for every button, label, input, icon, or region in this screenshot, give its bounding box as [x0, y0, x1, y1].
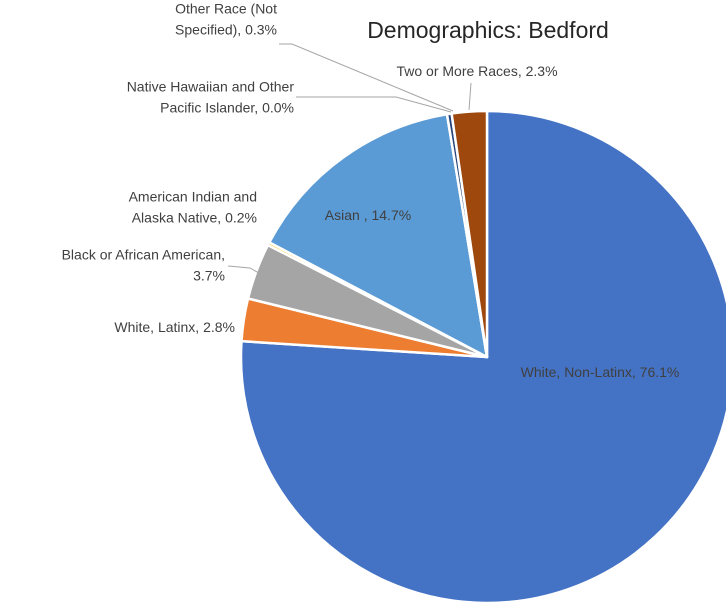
chart-title: Demographics: Bedford — [367, 17, 609, 43]
leader-lines — [227, 43, 472, 278]
data-label-white-latinx: White, Latinx, 2.8% — [114, 319, 235, 335]
data-label-black-or-african-american: Black or African American, 3.7% — [62, 246, 225, 283]
slice-labels: White, Non-Latinx, 76.1% White, Latinx, 2… — [62, 0, 680, 380]
data-label-line: Asian , 14.7% — [325, 207, 411, 223]
data-label-american-indian-and-alaska-native: American Indian and Alaska Native, 0.2% — [129, 188, 257, 225]
data-label-white-non-latinx: White, Non-Latinx, 76.1% — [521, 364, 680, 380]
data-label-two-or-more-races: Two or More Races, 2.3% — [396, 63, 557, 79]
leader-line-black-or-african-american — [227, 265, 267, 278]
data-label-native-hawaiian-and-other-pacific-islander: Native Hawaiian and Other Pacific Islande… — [127, 78, 295, 115]
pie-slices — [239, 109, 726, 605]
leader-line-native-hawaiian-and-other-pacific-islander — [296, 96, 452, 113]
leader-line-two-or-more-races — [468, 82, 472, 111]
leader-line-other-race-not-specified — [279, 43, 454, 112]
data-label-other-race-not-specified: Other Race (Not Specified), 0.3% — [175, 0, 277, 37]
data-label-line: White, Latinx, 2.8% — [114, 319, 235, 335]
data-label-line: Specified), 0.3% — [175, 21, 277, 37]
data-label-asian: Asian , 14.7% — [325, 207, 411, 223]
data-label-line: Other Race (Not — [175, 0, 277, 16]
data-label-line: Alaska Native, 0.2% — [132, 209, 257, 225]
data-label-line: White, Non-Latinx, 76.1% — [521, 364, 680, 380]
data-label-line: Pacific Islander, 0.0% — [160, 99, 294, 115]
data-label-line: Black or African American, — [62, 246, 225, 262]
data-label-line: American Indian and — [129, 188, 257, 204]
pie-slice-two-or-more-races — [450, 109, 489, 359]
data-label-line: Native Hawaiian and Other — [127, 78, 295, 94]
data-label-line: 3.7% — [193, 267, 225, 283]
data-label-line: Two or More Races, 2.3% — [396, 63, 557, 79]
pie-slice-asian — [268, 113, 489, 359]
